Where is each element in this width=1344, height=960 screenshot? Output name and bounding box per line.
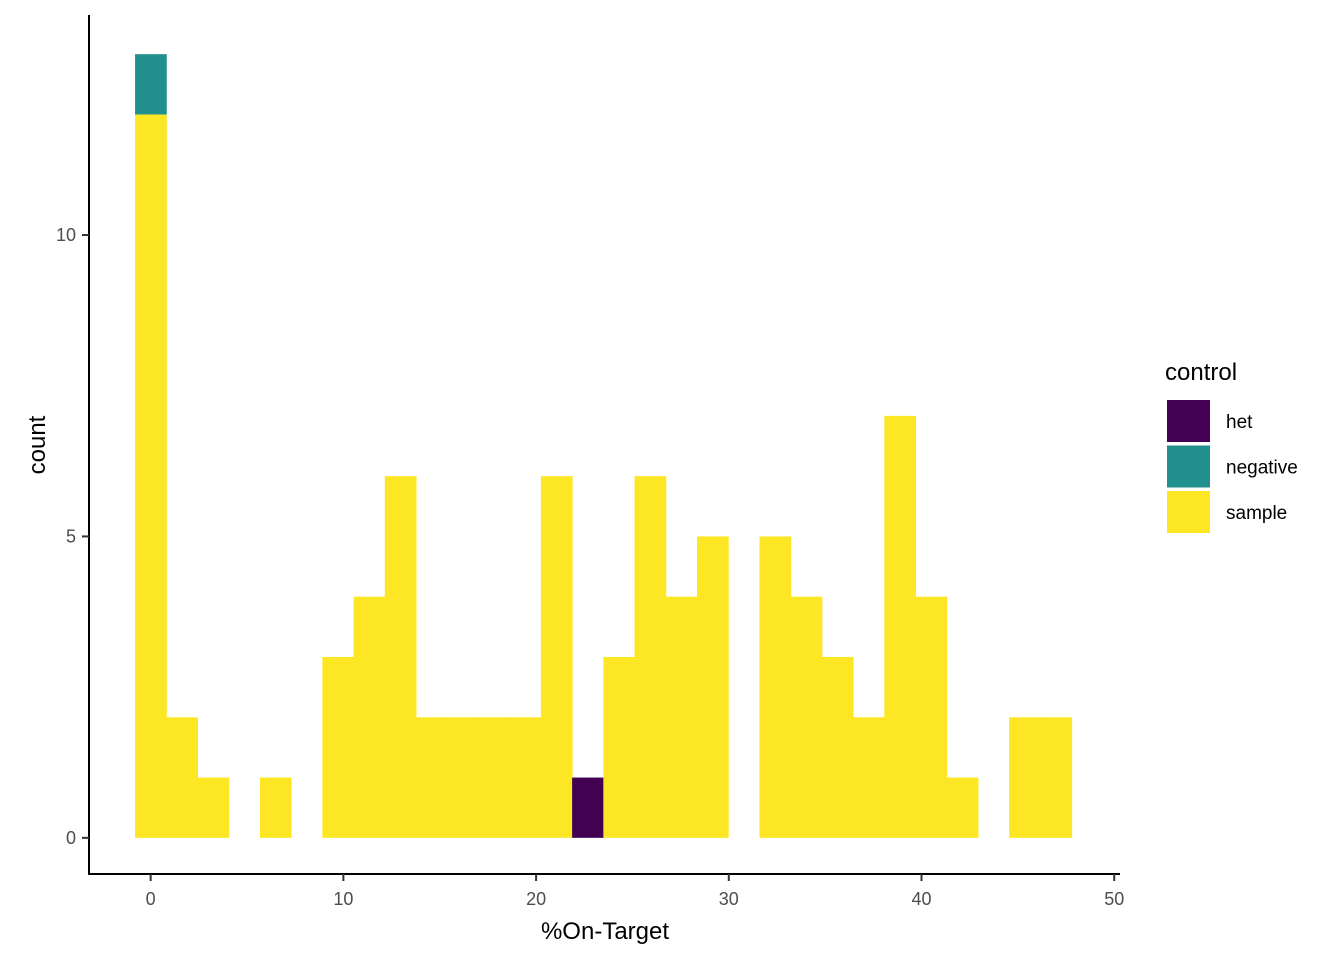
bar-sample-bin-25 bbox=[915, 596, 948, 838]
x-tick-label: 0 bbox=[146, 889, 156, 909]
bar-sample-bin-21 bbox=[790, 596, 823, 838]
legend-key-het bbox=[1167, 400, 1210, 442]
bar-sample-bin-28 bbox=[1009, 717, 1041, 838]
legend-title: control bbox=[1165, 359, 1237, 386]
bar-sample-bin-13 bbox=[540, 476, 573, 838]
bar-sample-bin-8 bbox=[384, 476, 417, 838]
y-tick-label: 0 bbox=[66, 828, 76, 848]
bar-sample-bin-22 bbox=[821, 656, 854, 838]
x-axis-title: %On-Target bbox=[541, 918, 669, 945]
y-axis-title: count bbox=[24, 415, 51, 474]
bar-het-bin-14 bbox=[572, 777, 604, 838]
bars-layer bbox=[135, 54, 1073, 838]
bar-sample-bin-10 bbox=[447, 717, 479, 838]
bar-sample-bin-9 bbox=[416, 717, 448, 838]
bar-sample-bin-7 bbox=[353, 596, 386, 838]
bar-sample-bin-6 bbox=[322, 656, 355, 838]
x-tick-label: 20 bbox=[526, 889, 546, 909]
bar-sample-bin-2 bbox=[197, 777, 230, 838]
bar-sample-bin-0 bbox=[135, 114, 167, 838]
x-tick-label: 10 bbox=[333, 889, 353, 909]
legend-key-sample bbox=[1167, 491, 1210, 533]
x-tick-label: 50 bbox=[1104, 889, 1124, 909]
bar-sample-bin-1 bbox=[166, 717, 198, 838]
bar-sample-bin-26 bbox=[946, 777, 979, 838]
bar-sample-bin-18 bbox=[697, 536, 729, 838]
x-axis-ticks: 0 10 20 30 40 50 bbox=[146, 874, 1124, 909]
x-tick-label: 30 bbox=[719, 889, 739, 909]
bar-negative-bin-0 bbox=[135, 54, 167, 115]
y-tick-label: 5 bbox=[66, 526, 76, 546]
bar-sample-bin-17 bbox=[665, 596, 698, 838]
bar-sample-bin-20 bbox=[759, 536, 792, 838]
x-tick-label: 40 bbox=[911, 889, 931, 909]
legend-items: het negative sample bbox=[1167, 400, 1298, 533]
bar-sample-bin-29 bbox=[1040, 717, 1073, 838]
bar-sample-bin-11 bbox=[478, 717, 511, 838]
y-axis-ticks: 0 5 10 bbox=[56, 225, 89, 848]
legend-label-het: het bbox=[1226, 412, 1253, 433]
bar-sample-bin-24 bbox=[884, 415, 917, 838]
legend-label-sample: sample bbox=[1226, 503, 1287, 524]
bar-sample-bin-4 bbox=[259, 777, 292, 838]
y-tick-label: 10 bbox=[56, 225, 76, 245]
bar-sample-bin-16 bbox=[634, 476, 667, 838]
legend-key-negative bbox=[1167, 445, 1210, 488]
legend-label-negative: negative bbox=[1226, 458, 1298, 479]
bar-sample-bin-15 bbox=[603, 656, 636, 838]
legend: control het negative sample bbox=[1165, 359, 1298, 533]
bar-sample-bin-12 bbox=[509, 717, 542, 838]
bar-sample-bin-23 bbox=[853, 717, 885, 838]
